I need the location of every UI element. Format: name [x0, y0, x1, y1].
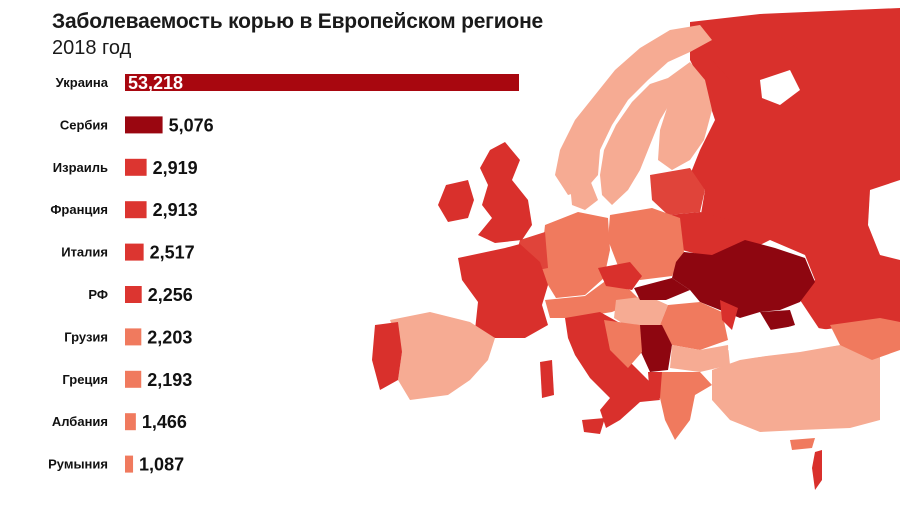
map-sicily	[582, 418, 605, 434]
map-kola	[712, 28, 800, 80]
map-serbia	[640, 325, 672, 372]
map-crimea	[760, 310, 795, 332]
category-label: Украина	[56, 75, 109, 90]
bar	[125, 413, 136, 431]
map-arctic-gap	[868, 180, 900, 260]
category-label: Израиль	[53, 160, 108, 175]
map-ukraine	[672, 240, 815, 318]
map-moldova	[720, 300, 738, 330]
value-label: 2,517	[150, 243, 195, 263]
map-spain	[390, 312, 495, 400]
map-finland	[658, 62, 712, 170]
map-czech	[598, 262, 642, 290]
value-label: 5,076	[169, 115, 214, 135]
value-label: 2,193	[147, 370, 192, 390]
map-israel	[812, 450, 822, 490]
value-label: 2,203	[147, 327, 192, 347]
map-caucasus	[830, 318, 900, 360]
value-label: 2,913	[153, 200, 198, 220]
bar	[125, 201, 147, 219]
category-label: Румыния	[48, 457, 108, 472]
category-label: Италия	[61, 245, 108, 260]
map-germany	[540, 212, 610, 298]
category-label: Греция	[62, 372, 108, 387]
bar	[125, 158, 147, 176]
map-balkans-west	[604, 320, 642, 368]
map-portugal	[372, 322, 402, 390]
bar	[125, 455, 134, 473]
map-uk	[478, 142, 532, 243]
category-label: Грузия	[64, 329, 108, 344]
map-ireland	[438, 180, 474, 222]
value-label: 1,087	[139, 455, 184, 475]
map-greece	[660, 372, 712, 440]
chart-title: Заболеваемость корью в Европейском регио…	[52, 10, 544, 33]
value-label: 53,218	[128, 73, 183, 93]
map-norway	[555, 25, 712, 195]
map-russia	[690, 8, 900, 335]
bar	[125, 243, 144, 261]
map-denmark	[570, 180, 598, 210]
bar	[125, 370, 142, 388]
bar	[125, 286, 142, 303]
bar	[125, 328, 142, 346]
category-label: Албания	[52, 414, 108, 429]
map-hungary	[614, 296, 668, 328]
map-slovakia	[634, 278, 690, 300]
map-white-sea	[760, 70, 800, 105]
category-label: Франция	[50, 202, 108, 217]
map-bulgaria	[670, 345, 730, 372]
map-black-sea	[728, 325, 840, 358]
map-cyprus	[790, 438, 815, 450]
value-label: 1,466	[142, 412, 187, 432]
bar	[125, 74, 519, 91]
category-label: РФ	[88, 287, 108, 302]
map-turkey	[712, 345, 880, 432]
map-romania	[660, 302, 728, 350]
map-italy	[565, 312, 660, 428]
map-france	[458, 244, 548, 338]
map-albania	[648, 372, 664, 400]
map-baltics	[650, 168, 705, 215]
value-label: 2,919	[153, 158, 198, 178]
map-poland	[608, 208, 684, 280]
map-belarus	[668, 212, 740, 258]
map-sweden	[600, 78, 672, 205]
chart-subtitle: 2018 год	[52, 37, 132, 59]
map-sardinia	[540, 360, 554, 398]
bar	[125, 116, 163, 134]
value-label: 2,256	[148, 285, 193, 305]
category-label: Сербия	[60, 117, 108, 132]
